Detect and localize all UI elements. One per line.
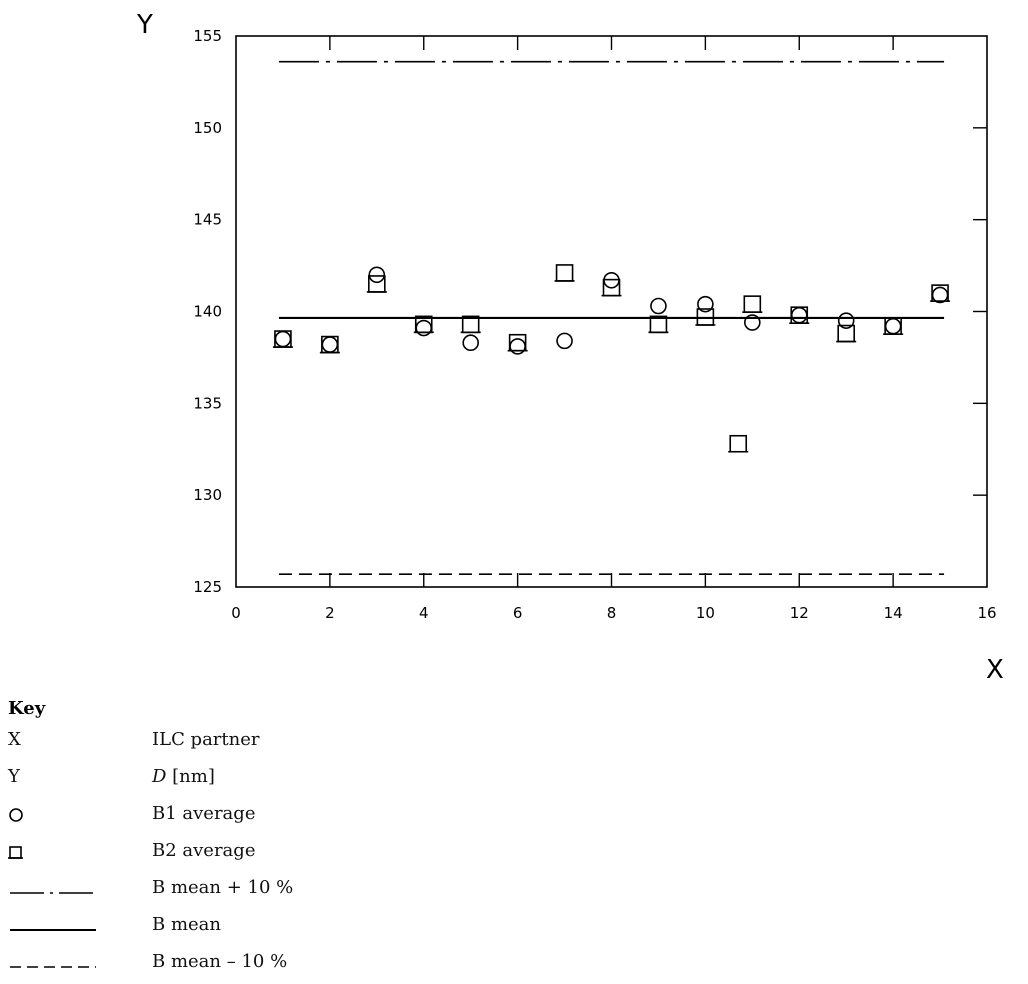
key-label-upper: B mean + 10 %: [152, 877, 294, 898]
key-label-x: ILC partner: [152, 729, 260, 750]
dashed-line-icon: [10, 966, 96, 968]
key-row-upper: B mean + 10 %: [8, 873, 428, 910]
b2-point: [648, 315, 669, 334]
b2-point: [930, 284, 951, 302]
b1-point: [744, 314, 761, 331]
b2-point: [836, 324, 857, 343]
x-tick-label: 4: [419, 604, 429, 622]
b2-point-box: [555, 264, 574, 282]
x-tick-label: 10: [696, 604, 715, 622]
b2-point: [507, 333, 528, 352]
y-tick-label: 130: [193, 486, 222, 504]
key-symbol-y: Y: [8, 766, 20, 787]
b1-point: [697, 295, 714, 313]
b1-point: [790, 306, 808, 324]
b1-point: [931, 286, 949, 304]
b2-point-box: [743, 295, 762, 313]
y-tick-label: 140: [193, 303, 222, 321]
dash-dot-line-icon: [10, 892, 96, 894]
y-axis-letter: Y: [136, 10, 153, 40]
b2-point: [272, 330, 293, 348]
x-tick-label: 2: [325, 604, 335, 622]
square-icon: [8, 846, 23, 859]
circle-icon: [9, 808, 23, 822]
plot-area: [235, 35, 988, 588]
key-row-y: Y D [nm]: [8, 762, 428, 799]
x-tick-label: 12: [790, 604, 809, 622]
b2-point: [460, 315, 481, 334]
b1-point: [650, 297, 667, 315]
key-row-b2: B2 average: [8, 836, 428, 873]
key-row-lower: B mean – 10 %: [8, 947, 428, 984]
b2-point: [601, 278, 622, 297]
key-label-mean: B mean: [152, 914, 221, 935]
x-axis-letter: X: [986, 655, 1004, 685]
b2-point-box: [729, 434, 748, 453]
x-tick-label: 0: [231, 604, 241, 622]
x-tick-label: 14: [884, 604, 903, 622]
b1-point: [274, 330, 292, 348]
b2-point: [742, 295, 763, 313]
b2-point-box: [508, 333, 527, 352]
b2-point: [366, 275, 387, 293]
key-title: Key: [8, 698, 46, 719]
x-tick-label: 8: [607, 604, 617, 622]
y-tick-label: 135: [193, 394, 222, 412]
key: Key X ILC partner Y D [nm] B1 average B2…: [8, 698, 428, 984]
key-label-lower: B mean – 10 %: [152, 951, 288, 972]
key-label-b2: B2 average: [152, 840, 256, 861]
b2-point: [789, 306, 810, 324]
b1-point: [415, 319, 433, 337]
b1-point: [556, 332, 573, 350]
b2-point-box: [368, 275, 386, 293]
y-tick-label: 150: [193, 119, 222, 137]
chart: 0 2 4 6 8 10 12 14 16 125 130 135 140 145 150 155 Y X: [136, 10, 1004, 685]
key-symbol-x: X: [8, 729, 21, 750]
key-label-b1: B1 average: [152, 803, 256, 824]
b1-point: [837, 312, 855, 329]
key-row-x: X ILC partner: [8, 725, 428, 762]
solid-line-icon: [10, 929, 96, 931]
b2-point: [728, 434, 749, 453]
b1-point: [321, 336, 339, 353]
b2-point: [883, 317, 904, 335]
b2-point: [695, 308, 716, 326]
y-tick-label: 145: [193, 211, 222, 229]
x-tick-label: 6: [513, 604, 523, 622]
y-tick-label: 125: [193, 578, 222, 596]
key-row-mean: B mean: [8, 910, 428, 947]
key-label-y: D [nm]: [152, 766, 215, 787]
key-label-y-rest: [nm]: [166, 766, 215, 787]
key-row-b1: B1 average: [8, 799, 428, 836]
key-label-y-italic: D: [152, 766, 167, 787]
y-tick-label: 155: [193, 27, 222, 45]
b1-point: [462, 334, 479, 352]
b1-point: [509, 338, 526, 355]
b2-point: [554, 264, 575, 282]
b2-point: [413, 315, 434, 334]
x-tick-label: 16: [977, 604, 996, 622]
b1-point: [368, 266, 386, 284]
b1-point: [884, 317, 902, 335]
b2-point: [319, 335, 340, 354]
